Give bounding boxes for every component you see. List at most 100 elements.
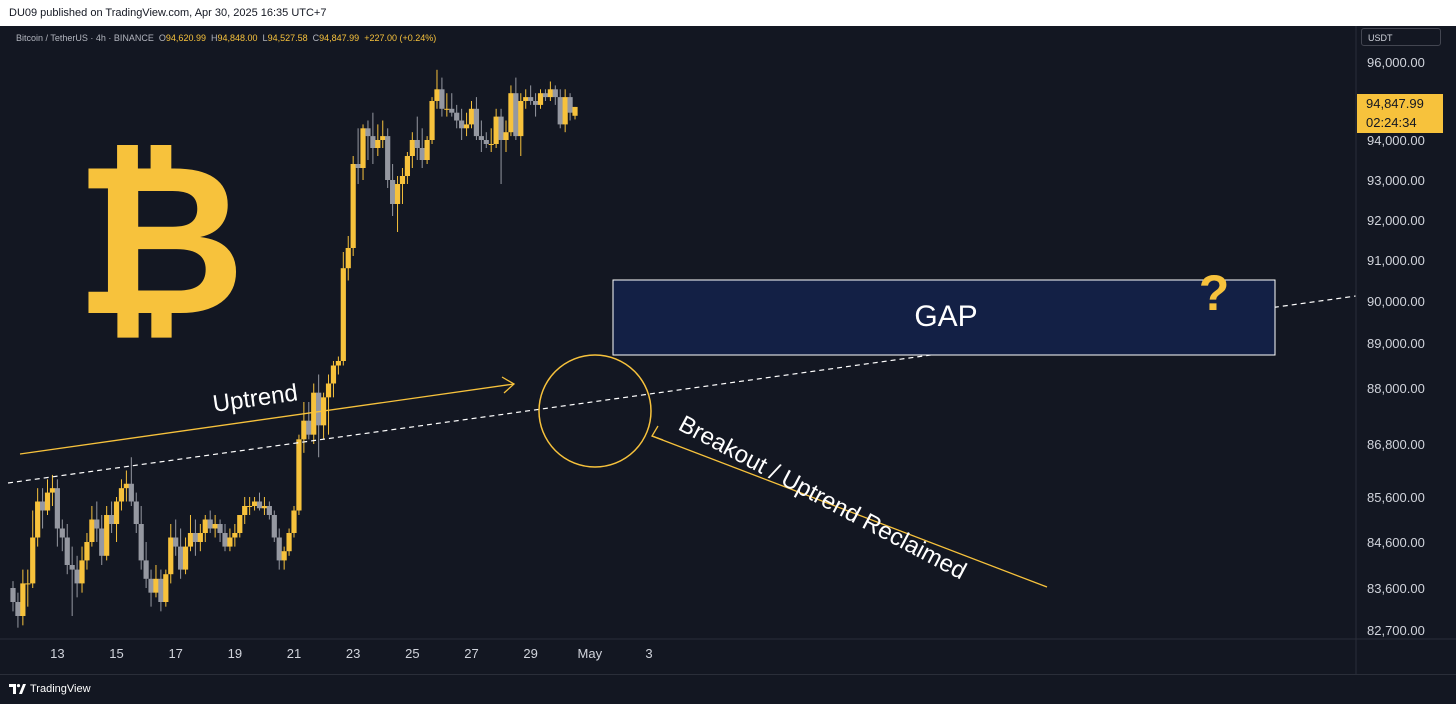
candle [414,116,420,160]
candle [30,510,36,588]
candle [104,506,110,561]
candle-body [296,439,302,511]
price-tick-label: 89,000.00 [1367,336,1425,351]
candle-body [523,97,529,101]
candle [345,236,351,281]
candle-body [261,506,268,509]
candle-body [113,501,120,524]
candle [20,569,26,626]
candle [439,77,445,117]
price-tick-label: 93,000.00 [1367,173,1425,188]
candle-body [202,519,208,533]
candle [237,515,243,538]
time-tick-label: 25 [405,646,419,661]
change-value: +227.00 (+0.24%) [364,33,437,43]
candle [355,128,361,184]
high-value: 94,848.00 [217,33,258,43]
candle [212,515,218,538]
candle-body [128,483,134,502]
candle-body [138,524,144,561]
candles [10,69,578,628]
candle-body [444,108,450,110]
candle-body [478,136,484,140]
brand-name: TradingView [30,683,91,695]
breakout-arrow [651,435,1048,588]
candle-body [271,515,277,538]
candle [375,124,381,156]
candle [276,528,282,570]
candle [306,402,312,440]
candle [454,104,460,129]
candle [320,392,327,440]
candle-body [291,510,297,533]
candle [197,524,203,552]
tradingview-logo-icon [9,684,26,694]
candle-body [424,140,430,160]
candle-body [59,528,65,538]
candle [232,524,238,547]
candle-body [330,365,337,384]
candle [424,136,430,164]
candle-body [276,537,282,561]
candle-body [306,420,312,435]
candle-body [69,565,75,570]
candle-body [123,483,129,489]
candle-body [399,176,406,184]
candle [261,497,268,515]
candle [513,77,519,140]
currency-selector[interactable]: USDT [1361,28,1441,46]
candle [488,128,494,152]
candle-body [197,533,203,542]
candle [498,108,504,184]
close-label: C [312,33,320,43]
candle-body [187,533,194,547]
price-axis: 96,000.00 94,000.00 93,000.00 92,000.00 91,0… [1367,55,1425,638]
candle [532,93,539,117]
candle-body [143,560,149,579]
last-price-tag: 94,847.99 02:24:34 [1357,94,1443,133]
time-tick-label: 23 [346,646,360,661]
candle-body [459,120,465,129]
price-tick-label: 96,000.00 [1367,55,1425,70]
price-tick-label: 85,600.00 [1367,490,1425,505]
breakout-label: Breakout / Uptrend Reclaimed [674,410,971,585]
candle [64,524,70,575]
candle [192,519,199,556]
candle-body [20,583,26,616]
candle [444,93,450,117]
candle [429,97,435,144]
candle [153,565,159,598]
candle [316,374,322,458]
candle-body [503,132,509,140]
candle-body [419,148,425,160]
candle [291,506,297,538]
time-tick-label: 19 [228,646,242,661]
price-chart[interactable]: ₿ Uptrend Breakout / Uptrend Reclaimed G… [0,26,1456,674]
candle-body [439,89,445,109]
candle-body [557,97,563,125]
candle [523,89,529,109]
candle-body [409,140,415,156]
candle [340,252,346,366]
candle-body [390,180,396,204]
candle-body [148,578,154,593]
candle-body [94,519,100,529]
candle-body [532,101,539,105]
candle [74,555,80,598]
uptrend-arrow [19,383,515,455]
candle [419,128,425,168]
candle [394,176,401,232]
candle-body [247,506,253,507]
candle-body [355,164,361,168]
candle [59,519,65,552]
tradingview-brand[interactable]: TradingView [9,683,91,695]
gap-label: GAP [914,300,977,333]
chart-frame[interactable]: ₿ Uptrend Breakout / Uptrend Reclaimed G… [0,26,1456,674]
candle-body [567,97,573,113]
candle-body [10,588,16,602]
candle [409,132,415,168]
candle [143,542,149,588]
candle-body [365,128,371,137]
candle [49,474,56,506]
candle [222,524,228,552]
